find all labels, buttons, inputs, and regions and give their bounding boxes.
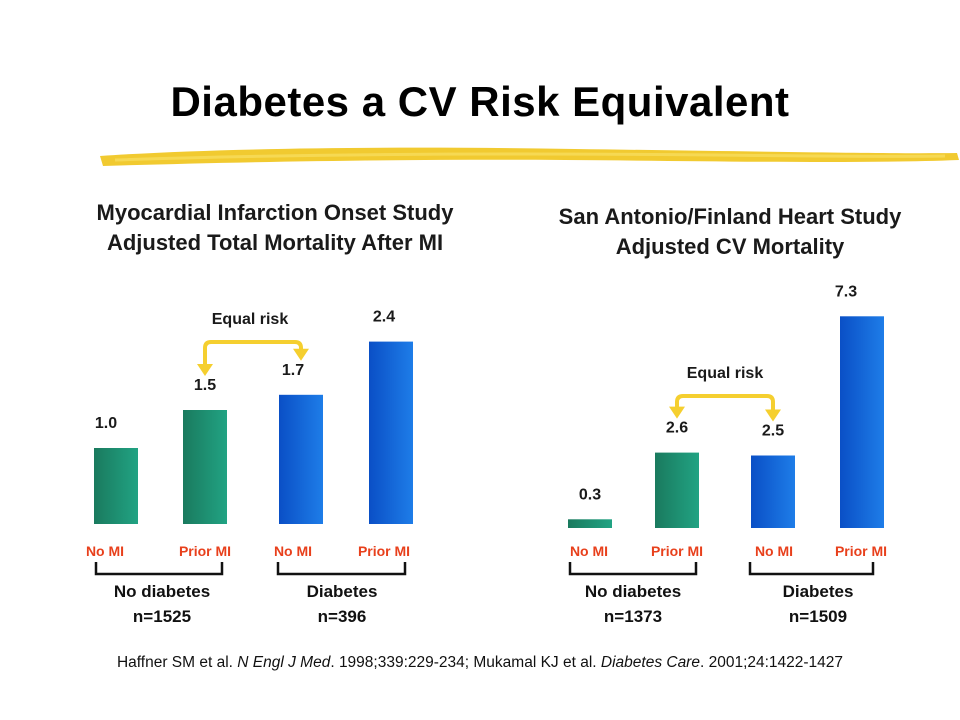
chart2-group-n-2: n=1509 bbox=[789, 607, 847, 626]
chart1-category-label-3: No MI bbox=[274, 543, 312, 559]
chart2-bar-1 bbox=[568, 519, 612, 528]
chart1-equal-risk-arrowhead-left bbox=[197, 364, 213, 376]
chart1-title: Myocardial Infarction Onset Study Adjust… bbox=[40, 198, 510, 258]
chart1-equal-risk-connector bbox=[203, 340, 303, 368]
chart1-group-n-1: n=1525 bbox=[133, 607, 191, 626]
chart2-title-line2: Adjusted CV Mortality bbox=[615, 234, 845, 259]
chart1-equal-risk-label: Equal risk bbox=[212, 311, 289, 328]
chart1-title-line1: Myocardial Infarction Onset Study bbox=[96, 200, 454, 225]
citation-text-3: . 2001;24:1422-1427 bbox=[699, 654, 844, 671]
chart1-value-label-4: 2.4 bbox=[373, 309, 395, 326]
chart2-equal-risk-arrowhead-left bbox=[669, 406, 685, 419]
chart1-group-label-2: Diabetes bbox=[307, 582, 378, 601]
chart1-bar-4 bbox=[369, 341, 413, 524]
chart2-equal-risk-arrowhead-right bbox=[765, 409, 781, 422]
chart2-value-label-2: 2.6 bbox=[666, 420, 688, 437]
chart1-value-label-3: 1.7 bbox=[282, 362, 304, 379]
chart2-category-label-2: Prior MI bbox=[651, 543, 703, 559]
chart2-equal-risk-label: Equal risk bbox=[687, 365, 764, 382]
chart1-category-label-4: Prior MI bbox=[358, 543, 410, 559]
chart2-group-bracket-1 bbox=[568, 562, 698, 576]
citation-journal-2: Diabetes Care bbox=[600, 654, 700, 671]
chart1-value-label-2: 1.5 bbox=[194, 377, 216, 394]
citation-journal-1: N Engl J Med bbox=[237, 654, 331, 671]
chart2-bar-3 bbox=[751, 455, 795, 528]
chart1-group-bracket-2 bbox=[276, 562, 407, 576]
chart2-equal-risk-connector bbox=[675, 394, 775, 414]
chart2-value-label-3: 2.5 bbox=[762, 423, 784, 440]
chart1-value-label-1: 1.0 bbox=[95, 415, 117, 432]
yellow-brush-underline bbox=[100, 147, 959, 166]
chart1-group-n-2: n=396 bbox=[318, 607, 367, 626]
chart1-category-label-2: Prior MI bbox=[179, 543, 231, 559]
chart2-value-label-1: 0.3 bbox=[579, 486, 601, 503]
chart2-value-label-4: 7.3 bbox=[835, 283, 857, 300]
chart2-group-label-1: No diabetes bbox=[585, 582, 681, 601]
citation-text-2: . 1998;339:229-234; Mukamal KJ et al. bbox=[330, 654, 601, 671]
page-title: Diabetes a CV Risk Equivalent bbox=[170, 78, 790, 125]
chart2-category-label-1: No MI bbox=[570, 543, 608, 559]
chart1-bar-3 bbox=[279, 394, 323, 524]
chart2-group-label-2: Diabetes bbox=[783, 582, 854, 601]
chart2-category-label-3: No MI bbox=[755, 543, 793, 559]
chart1-group-bracket-1 bbox=[94, 562, 224, 576]
chart2-bar-2 bbox=[655, 452, 699, 528]
chart2-category-label-4: Prior MI bbox=[835, 543, 887, 559]
chart2-group-n-1: n=1373 bbox=[604, 607, 662, 626]
chart2-title-line1: San Antonio/Finland Heart Study bbox=[558, 204, 902, 229]
chart1-bar-2 bbox=[183, 410, 227, 524]
chart2-group-bracket-2 bbox=[748, 562, 875, 576]
chart1-equal-risk-arrowhead-right bbox=[293, 348, 309, 361]
chart1-category-label-1: No MI bbox=[86, 543, 124, 559]
chart2-bar-4 bbox=[840, 316, 884, 528]
chart1-bar-1 bbox=[94, 448, 138, 524]
citation-text-1: Haffner SM et al. bbox=[116, 654, 238, 671]
chart1-group-label-1: No diabetes bbox=[114, 582, 210, 601]
citation-footer: Haffner SM et al. N Engl J Med. 1998;339… bbox=[0, 654, 960, 672]
chart2-title: San Antonio/Finland Heart Study Adjusted… bbox=[495, 202, 960, 262]
chart1-title-line2: Adjusted Total Mortality After MI bbox=[106, 230, 444, 255]
